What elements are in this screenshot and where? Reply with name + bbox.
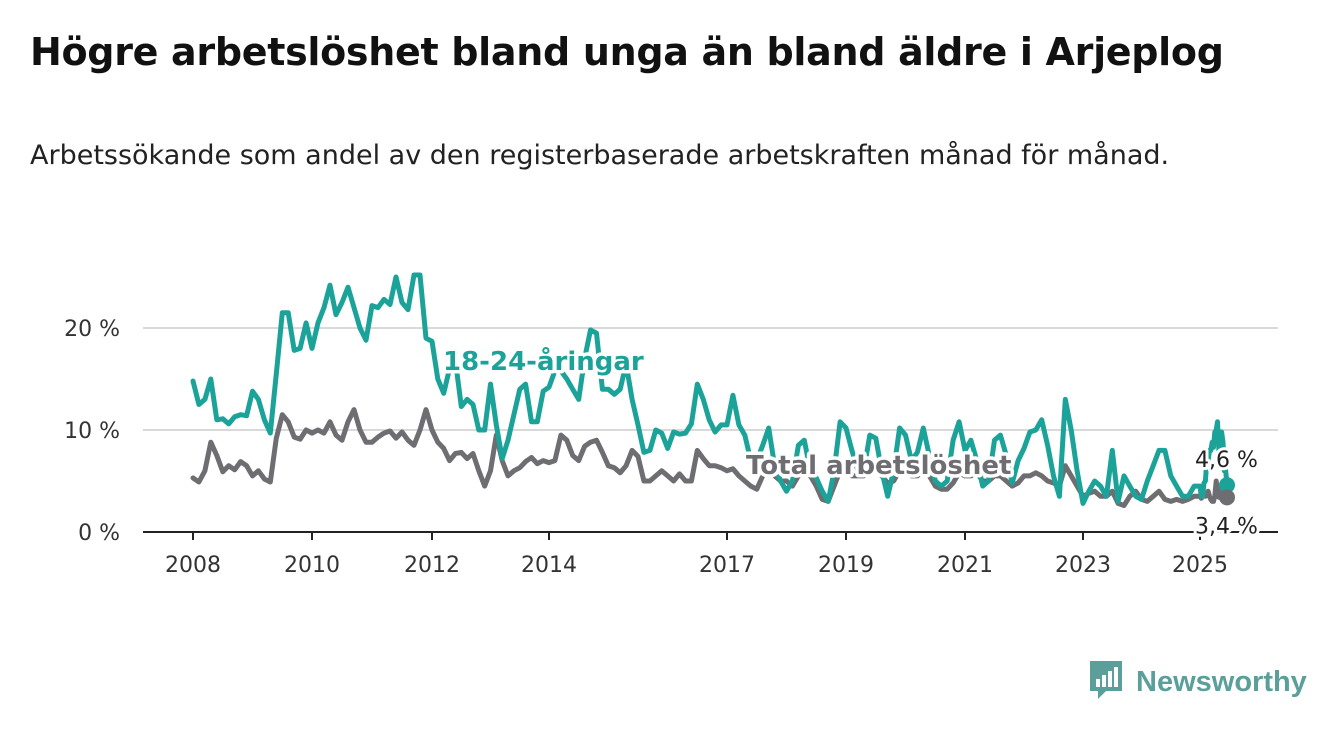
x-tick-label: 2023: [1055, 553, 1111, 578]
series-line-total: [190, 407, 1230, 508]
y-tick-label: 10 %: [64, 419, 120, 444]
page-subtitle: Arbetssökande som andel av den registerb…: [30, 140, 1170, 171]
x-tick-label: 2025: [1172, 553, 1228, 578]
x-tick-label: 2010: [284, 553, 340, 578]
series-end-label: 4,6 %: [1195, 448, 1258, 473]
bar-chart-logo-icon: [1088, 659, 1124, 705]
series-end-marker: [1219, 489, 1235, 506]
y-tick-label: 0 %: [78, 521, 120, 546]
x-tick-label: 2017: [699, 553, 755, 578]
x-tick-label: 2014: [521, 553, 577, 578]
series-line-youth: [190, 272, 1230, 506]
page-title: Högre arbetslöshet bland unga än bland ä…: [30, 30, 1224, 74]
series-label-youth: 18-24-åringar: [443, 345, 644, 377]
series-end-marker: [1219, 477, 1235, 494]
series-label-total: Total arbetslöshet: [746, 451, 1011, 481]
series-end-label: 3,4 %: [1195, 514, 1258, 539]
x-tick-label: 2019: [818, 553, 874, 578]
line-chart: 0 % 10 % 20 % 2008 2010 2012 2014 2017 2019 2021 2…: [64, 272, 1278, 578]
x-tick-label: 2008: [165, 553, 221, 578]
y-tick-label: 20 %: [64, 317, 120, 342]
brand-name: Newsworthy: [1136, 665, 1307, 698]
x-tick-label: 2012: [404, 553, 460, 578]
brand-logo[interactable]: Newsworthy: [1088, 660, 1307, 704]
x-tick-label: 2021: [937, 553, 993, 578]
